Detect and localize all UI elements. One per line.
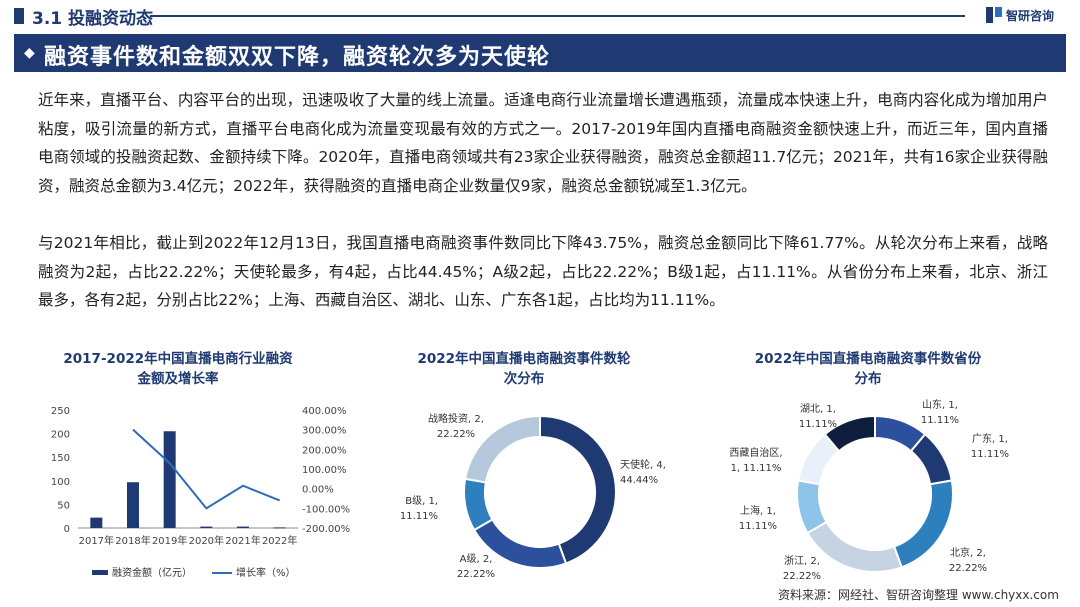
chart1-right-tick: 300.00% <box>302 426 347 437</box>
chart1-left-tick: 150 <box>51 453 70 464</box>
chart3-slice-pct: 22.22% <box>783 571 821 582</box>
chart1-left-tick: 0 <box>64 524 70 535</box>
chart1-growth-line <box>132 428 281 510</box>
chart1-right-tick: 200.00% <box>302 445 347 456</box>
chart2-slice <box>463 477 494 532</box>
chart1-x-tick: 2018年 <box>115 534 150 547</box>
chart1-right-tick: -100.00% <box>302 504 350 515</box>
chart2-title-line2: 次分布 <box>503 371 545 387</box>
chart3-slice <box>796 479 828 535</box>
chart3-slice-label: 广东, 1, <box>972 432 1008 445</box>
brand-logo-icon <box>986 7 1002 23</box>
chart3-slice-pct: 11.11% <box>971 449 1009 460</box>
headline-banner: ◆ 融资事件数和金额双双下降，融资轮次多为天使轮 <box>14 34 1066 72</box>
chart1-title: 2017-2022年中国直播电商行业融资 金额及增长率 <box>48 349 308 389</box>
chart2-slice-pct: 22.22% <box>437 429 475 440</box>
chart3-slice-pct: 22.22% <box>949 563 987 574</box>
chart1-legend-bar-swatch <box>92 570 108 575</box>
chart1-right-tick: -200.00% <box>302 524 350 535</box>
chart1-title-line2: 金额及增长率 <box>137 371 219 387</box>
chart1-bar <box>200 526 213 528</box>
chart1-x-tick: 2022年 <box>262 534 297 547</box>
chart1-title-line1: 2017-2022年中国直播电商行业融资 <box>63 351 293 367</box>
paragraph-1: 近年来，直播平台、内容平台的出现，迅速吸收了大量的线上流量。适逢电商行业流量增长… <box>38 91 1048 195</box>
chart1-bar <box>273 527 286 529</box>
chart1-left-tick: 100 <box>51 477 70 488</box>
chart2-slice-label: 天使轮, 4, <box>620 458 666 471</box>
chart1-right-tick: 100.00% <box>302 465 347 476</box>
chart3-slice-pct: 11.11% <box>921 415 959 426</box>
chart3-slice <box>806 520 903 573</box>
brand: 智研咨询 <box>986 5 1054 25</box>
chart2-slice-label: A级, 2, <box>460 553 493 565</box>
chart3-title-line2: 分布 <box>854 371 882 387</box>
chart2-slice-label: 战略投资, 2, <box>428 412 484 425</box>
chart1-x-tick: 2019年 <box>152 534 187 547</box>
chart3-slice-label: 山东, 1, <box>922 398 958 411</box>
chart1-bar <box>90 517 103 528</box>
chart3-slice-label: 湖北, 1, <box>800 403 836 415</box>
chart1-x-tick: 2021年 <box>225 534 260 547</box>
chart3-slice <box>823 414 876 453</box>
chart3-slice-label: 上海, 1, <box>740 504 776 517</box>
chart2-slice <box>463 414 541 484</box>
chart3-slice-label: 北京, 2, <box>950 546 986 559</box>
chart1-right-tick: 400.00% <box>302 406 347 417</box>
chart2-slice-label: B级, 1, <box>405 495 438 507</box>
chart2-slice-pct: 11.11% <box>400 511 438 522</box>
headline-title: 融资事件数和金额双双下降，融资轮次多为天使轮 <box>44 45 551 70</box>
chart1-left-tick: 200 <box>51 430 70 441</box>
chart3-title-line1: 2022年中国直播电商融资事件数省份 <box>754 351 982 367</box>
chart1-x-tick: 2020年 <box>189 534 224 547</box>
chart3-donut: 山东, 1, 11.11% 广东, 1, 11.11% 北京, 2, 22.22% 浙江, … <box>729 398 1009 582</box>
chart2-slice <box>539 414 617 565</box>
section-title: 3.1 投融资动态 <box>32 9 154 29</box>
chart1-combo: 0 50 100 150 200 250 -200.00% -100.00% 0.00% 100.… <box>51 406 350 579</box>
chart1-legend-line-label: 增长率（%） <box>236 566 296 579</box>
chart2-slice-pct: 44.44% <box>620 475 658 486</box>
paragraph-2: 与2021年相比，截止到2022年12月13日，我国直播电商融资事件数同比下降4… <box>38 234 1048 309</box>
chart2-title: 2022年中国直播电商融资事件数轮 次分布 <box>408 349 640 389</box>
chart1-bar <box>127 482 139 528</box>
section-marker <box>14 8 24 24</box>
source-note: 资料来源：网经社、智研咨询整理 www.chyxx.com <box>778 588 1059 602</box>
chart1-left-tick: 50 <box>57 500 70 511</box>
chart2-slice-pct: 22.22% <box>457 569 495 580</box>
chart1-left-tick: 250 <box>51 406 70 417</box>
chart2-title-line1: 2022年中国直播电商融资事件数轮 <box>417 351 631 367</box>
brand-name: 智研咨询 <box>1006 8 1055 23</box>
chart1-bar <box>163 431 176 528</box>
top-bar: 3.1 投融资动态 智研咨询 <box>0 0 1080 30</box>
diamond-icon: ◆ <box>24 45 35 61</box>
chart1-right-tick: 0.00% <box>302 485 334 496</box>
header-rule <box>150 15 965 17</box>
chart3-slice-label: 浙江, 2, <box>784 555 820 567</box>
chart1-x-tick: 2017年 <box>79 534 114 547</box>
chart3-slice-pct: 11.11% <box>799 419 837 430</box>
chart3-title: 2022年中国直播电商融资事件数省份 分布 <box>740 349 996 389</box>
chart2-donut: 天使轮, 4, 44.44% A级, 2, 22.22% B级, 1, 11.11% 战略投… <box>400 412 666 580</box>
chart3-slice-pct: 11.11% <box>739 521 777 532</box>
chart3-slice-label: 西藏自治区, <box>729 446 782 459</box>
chart1-bar <box>237 526 249 528</box>
chart3-slice <box>892 479 954 569</box>
chart3-slice-pct: 1, 11.11% <box>731 463 782 474</box>
chart1-legend-bar-label: 融资金额（亿元） <box>112 566 192 579</box>
